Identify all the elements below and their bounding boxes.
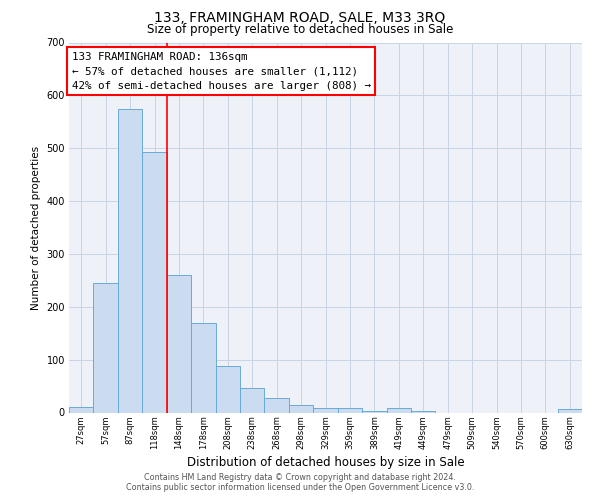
Bar	[338, 408, 362, 412]
Bar	[69, 407, 94, 412]
Y-axis label: Number of detached properties: Number of detached properties	[31, 146, 41, 310]
Text: Size of property relative to detached houses in Sale: Size of property relative to detached ho…	[147, 22, 453, 36]
Bar	[557, 409, 582, 412]
X-axis label: Distribution of detached houses by size in Sale: Distribution of detached houses by size …	[187, 456, 464, 469]
Text: 133 FRAMINGHAM ROAD: 136sqm
← 57% of detached houses are smaller (1,112)
42% of : 133 FRAMINGHAM ROAD: 136sqm ← 57% of det…	[71, 52, 371, 90]
Bar	[313, 408, 338, 412]
Bar	[167, 275, 191, 412]
Bar	[289, 405, 313, 412]
Bar	[142, 152, 167, 412]
Bar	[265, 398, 289, 412]
Bar	[215, 366, 240, 412]
Bar	[386, 408, 411, 412]
Bar	[118, 108, 142, 412]
Bar	[240, 388, 265, 412]
Text: Contains public sector information licensed under the Open Government Licence v3: Contains public sector information licen…	[126, 484, 474, 492]
Text: Contains HM Land Registry data © Crown copyright and database right 2024.: Contains HM Land Registry data © Crown c…	[144, 472, 456, 482]
Bar	[191, 322, 215, 412]
Text: 133, FRAMINGHAM ROAD, SALE, M33 3RQ: 133, FRAMINGHAM ROAD, SALE, M33 3RQ	[154, 11, 446, 25]
Bar	[94, 283, 118, 412]
